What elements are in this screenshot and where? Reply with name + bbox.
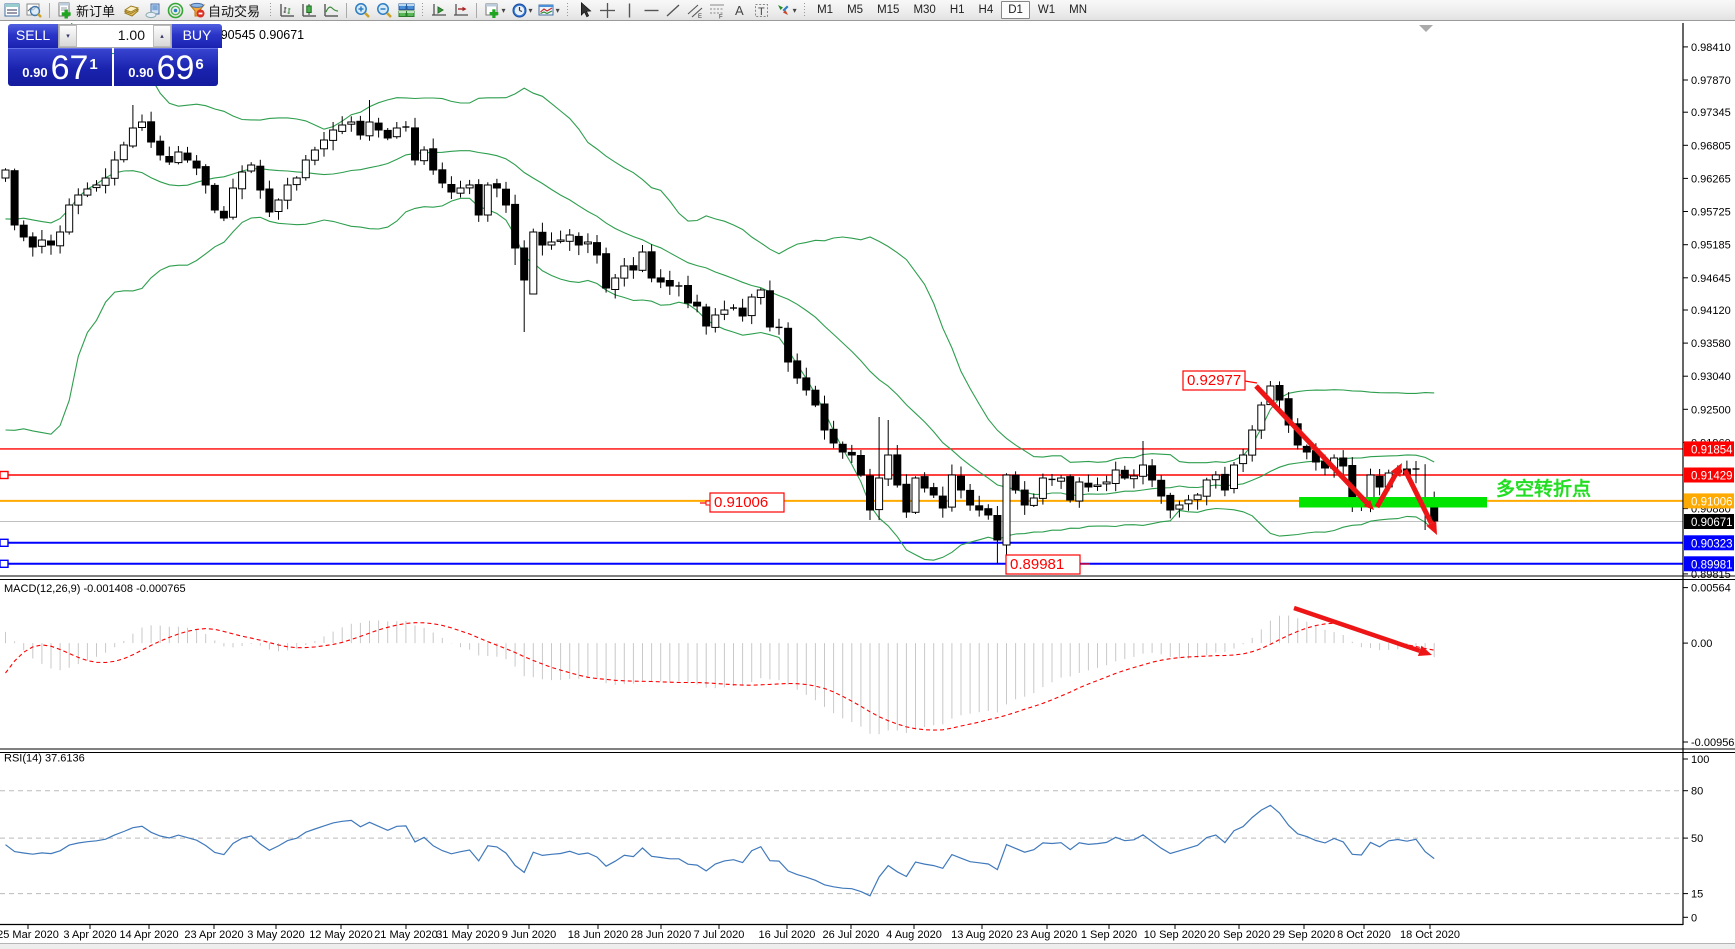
svg-text:80: 80 xyxy=(1691,786,1703,798)
svg-text:0.93580: 0.93580 xyxy=(1691,338,1731,350)
svg-text:9 Jun 2020: 9 Jun 2020 xyxy=(502,929,556,941)
svg-text:多空转折点: 多空转折点 xyxy=(1496,477,1591,500)
svg-text:10 Sep 2020: 10 Sep 2020 xyxy=(1144,929,1206,941)
svg-text:0.94120: 0.94120 xyxy=(1691,305,1731,317)
svg-text:0.89981: 0.89981 xyxy=(1691,559,1733,571)
svg-text:100: 100 xyxy=(1691,754,1709,766)
svg-text:0.90323: 0.90323 xyxy=(1691,538,1733,550)
svg-text:0.97870: 0.97870 xyxy=(1691,75,1731,87)
svg-text:0.93040: 0.93040 xyxy=(1691,371,1731,383)
svg-text:15: 15 xyxy=(1691,889,1703,901)
svg-text:3 May 2020: 3 May 2020 xyxy=(247,929,304,941)
svg-text:RSI(14) 37.6136: RSI(14) 37.6136 xyxy=(4,753,85,765)
svg-text:7 Jul 2020: 7 Jul 2020 xyxy=(694,929,745,941)
svg-text:23 Aug 2020: 23 Aug 2020 xyxy=(1016,929,1078,941)
svg-text:50: 50 xyxy=(1691,833,1703,845)
svg-text:12 May 2020: 12 May 2020 xyxy=(309,929,373,941)
svg-text:13 Aug 2020: 13 Aug 2020 xyxy=(951,929,1013,941)
svg-text:23 Apr 2020: 23 Apr 2020 xyxy=(184,929,243,941)
svg-text:28 Jun 2020: 28 Jun 2020 xyxy=(631,929,692,941)
svg-text:0.89815: 0.89815 xyxy=(1691,569,1731,581)
svg-text:18 Jun 2020: 18 Jun 2020 xyxy=(568,929,629,941)
svg-text:F: F xyxy=(719,14,723,19)
svg-text:0.94645: 0.94645 xyxy=(1691,273,1731,285)
svg-text:14 Apr 2020: 14 Apr 2020 xyxy=(119,929,178,941)
svg-text:0.96265: 0.96265 xyxy=(1691,173,1731,185)
svg-text:A: A xyxy=(735,3,744,18)
svg-text:0.91854: 0.91854 xyxy=(1691,444,1733,456)
svg-text:4 Aug 2020: 4 Aug 2020 xyxy=(886,929,942,941)
svg-text:0.92977: 0.92977 xyxy=(1187,372,1241,389)
svg-text:21 May 2020: 21 May 2020 xyxy=(374,929,438,941)
svg-text:29 Sep 2020: 29 Sep 2020 xyxy=(1273,929,1335,941)
svg-text:0.00: 0.00 xyxy=(1691,638,1712,650)
svg-text:E: E xyxy=(698,14,702,19)
svg-text:0.00564: 0.00564 xyxy=(1691,583,1731,595)
svg-text:0.96805: 0.96805 xyxy=(1691,140,1731,152)
svg-text:0.91006: 0.91006 xyxy=(1691,496,1733,508)
svg-text:0.92500: 0.92500 xyxy=(1691,404,1731,416)
svg-text:0.91429: 0.91429 xyxy=(1691,471,1733,483)
svg-text:0.97345: 0.97345 xyxy=(1691,107,1731,119)
svg-text:16 Jul 2020: 16 Jul 2020 xyxy=(759,929,816,941)
svg-text:0.90671: 0.90671 xyxy=(1691,517,1733,529)
svg-text:1 Sep 2020: 1 Sep 2020 xyxy=(1081,929,1137,941)
svg-text:20 Sep 2020: 20 Sep 2020 xyxy=(1208,929,1270,941)
svg-text:0: 0 xyxy=(1691,912,1697,924)
svg-text:0.98410: 0.98410 xyxy=(1691,42,1731,54)
svg-text:MACD(12,26,9) -0.001408 -0.000: MACD(12,26,9) -0.001408 -0.000765 xyxy=(4,583,186,595)
svg-text:31 May 2020: 31 May 2020 xyxy=(436,929,500,941)
svg-text:0.89981: 0.89981 xyxy=(1010,556,1064,573)
svg-text:3 Apr 2020: 3 Apr 2020 xyxy=(63,929,116,941)
svg-text:0.91006: 0.91006 xyxy=(714,494,768,511)
svg-text:18 Oct 2020: 18 Oct 2020 xyxy=(1400,929,1460,941)
svg-text:0.95185: 0.95185 xyxy=(1691,240,1731,252)
svg-text:26 Jul 2020: 26 Jul 2020 xyxy=(823,929,880,941)
svg-text:-0.009565: -0.009565 xyxy=(1691,737,1735,749)
svg-text:0.95725: 0.95725 xyxy=(1691,207,1731,219)
svg-text:8 Oct 2020: 8 Oct 2020 xyxy=(1337,929,1391,941)
svg-text:T: T xyxy=(758,6,765,18)
svg-text:25 Mar 2020: 25 Mar 2020 xyxy=(0,929,59,941)
